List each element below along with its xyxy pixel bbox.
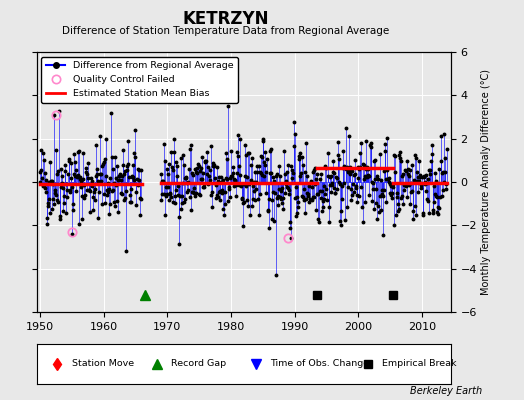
Y-axis label: Monthly Temperature Anomaly Difference (°C): Monthly Temperature Anomaly Difference (… [481,69,491,295]
Text: Difference of Station Temperature Data from Regional Average: Difference of Station Temperature Data f… [62,26,389,36]
Text: Berkeley Earth: Berkeley Earth [410,386,482,396]
Text: Time of Obs. Change: Time of Obs. Change [270,360,370,368]
Text: Station Move: Station Move [72,360,134,368]
Legend: Difference from Regional Average, Quality Control Failed, Estimated Station Mean: Difference from Regional Average, Qualit… [41,57,238,103]
Text: Empirical Break: Empirical Break [383,360,457,368]
Text: KETRZYN: KETRZYN [182,10,269,28]
Text: Record Gap: Record Gap [171,360,226,368]
